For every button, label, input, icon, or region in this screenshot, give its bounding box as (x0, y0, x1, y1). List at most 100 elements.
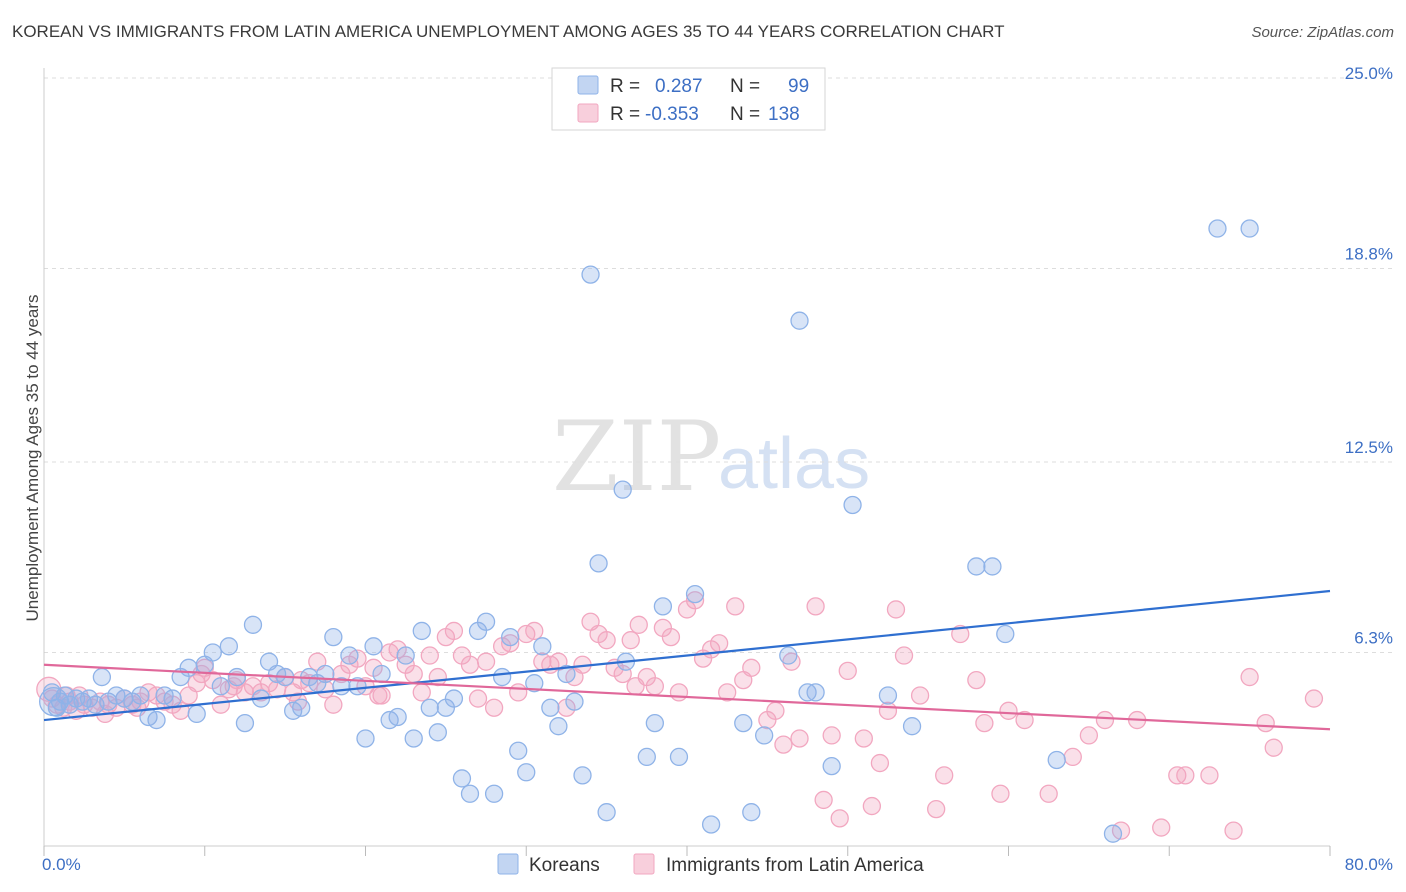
legend-swatch-koreans (577, 75, 599, 95)
koreans-point (492, 667, 512, 687)
y-tick-label: 6.3% (1354, 628, 1393, 647)
koreans-point (420, 698, 439, 717)
latin-america-point (468, 689, 488, 708)
legend-r-value: -0.353 (645, 104, 699, 125)
legend-r-label: R = (610, 104, 640, 125)
koreans-point (517, 763, 536, 782)
bottom-legend-label-latin-america: Immigrants from Latin America (666, 855, 924, 876)
grid (44, 77, 1393, 653)
latin-america-point (661, 627, 681, 647)
latin-america-point (910, 686, 930, 705)
koreans-point (996, 624, 1015, 644)
latin-america-point (878, 701, 898, 720)
koreans-point (525, 674, 544, 693)
koreans-point (484, 784, 504, 803)
latin-america-point (444, 621, 464, 641)
koreans-point (755, 726, 774, 745)
latin-america-point (1152, 818, 1171, 837)
koreans-point (669, 747, 689, 767)
koreans-point (364, 637, 383, 656)
legend-n-value: 99 (788, 76, 809, 97)
koreans-point (428, 723, 447, 742)
latin-america-point (1256, 713, 1275, 733)
y-tick-labels: 6.3% 12.5% 18.8% 25.0% (1345, 64, 1393, 647)
chart-source: Source: ZipAtlas.com (1251, 24, 1394, 41)
latin-america-point (460, 655, 480, 674)
y-tick-label: 18.8% (1345, 244, 1393, 263)
koreans-point (685, 584, 705, 604)
latin-america-point (1240, 667, 1259, 687)
latin-america-point (669, 683, 689, 702)
koreans-point (219, 637, 239, 656)
latin-america-point (211, 695, 230, 714)
koreans-point (444, 689, 464, 708)
koreans-point (573, 766, 592, 785)
koreans-point (878, 686, 898, 705)
bottom-legend-swatch-koreans (497, 853, 519, 875)
latin-america-point (774, 735, 793, 754)
latin-america-point (927, 799, 946, 819)
latin-america-point (951, 624, 970, 644)
legend-r-value: 0.287 (655, 76, 703, 97)
koreans-point (1208, 219, 1227, 238)
latin-america-point (790, 729, 809, 748)
latin-america-point (428, 667, 447, 687)
koreans-point (565, 692, 584, 711)
x-tick-label-max: 80.0% (1345, 855, 1393, 874)
latin-america-point (894, 646, 914, 665)
latin-america-point (369, 686, 388, 705)
legend-n-label: N = (730, 104, 760, 125)
latin-america-point (830, 809, 849, 828)
koreans-point (131, 686, 150, 705)
latin-america-point (710, 634, 729, 653)
latin-america-point (718, 683, 737, 702)
latin-america-point (726, 597, 745, 616)
koreans-point (235, 713, 255, 733)
koreans-point (983, 557, 1002, 576)
koreans-point (55, 686, 75, 705)
latin-america-point (324, 695, 343, 714)
latin-america-point (886, 600, 906, 619)
koreans-point (324, 627, 343, 647)
legend-n-label: N = (730, 76, 760, 97)
latin-america-point (404, 664, 423, 684)
latin-america-point (1200, 766, 1219, 785)
koreans-point (581, 265, 600, 284)
bottom-legend-label-koreans: Koreans (529, 855, 600, 876)
latin-america-point (862, 796, 882, 816)
koreans-point (533, 637, 552, 656)
koreans-point (356, 729, 375, 748)
koreans-point (179, 658, 198, 677)
koreans-point (790, 311, 809, 330)
series-latin-america-points (36, 591, 1324, 840)
series-koreans-points (38, 219, 1259, 843)
koreans-point (557, 664, 576, 684)
koreans-point (211, 677, 230, 696)
koreans-point (452, 769, 472, 788)
koreans-point (163, 689, 182, 708)
koreans-point (372, 664, 391, 684)
y-tick-label: 12.5% (1345, 438, 1393, 457)
koreans-point (967, 557, 986, 576)
koreans-point (227, 667, 247, 687)
latin-america-point (525, 621, 544, 641)
latin-america-point (476, 652, 496, 671)
koreans-point (1240, 219, 1259, 238)
latin-america-point (854, 729, 873, 748)
legend: R = 0.287 N = 99 R = -0.353 N = 138 (551, 67, 826, 131)
latin-america-point (621, 631, 640, 650)
legend-r-label: R = (610, 76, 640, 97)
latin-america-point (766, 701, 785, 720)
koreans-point (147, 710, 166, 730)
koreans-point (340, 646, 359, 665)
koreans-point (779, 646, 798, 665)
watermark: ZIP atlas (552, 401, 870, 513)
koreans-trend-line (43, 589, 1331, 722)
y-axis-title: Unemployment Among Ages 35 to 44 years (23, 295, 42, 622)
koreans-point-large (38, 686, 69, 717)
latin-america-point (838, 661, 857, 681)
koreans-point (187, 704, 206, 724)
latin-america-point (1304, 689, 1324, 708)
koreans-point (203, 643, 222, 662)
latin-america-point (1015, 710, 1034, 730)
